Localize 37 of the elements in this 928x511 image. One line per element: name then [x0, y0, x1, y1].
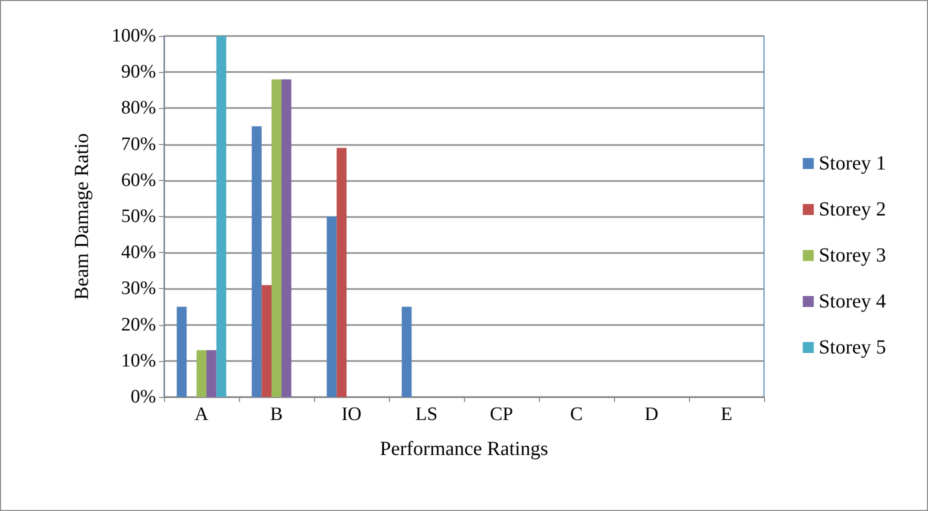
- bar: [252, 126, 262, 397]
- y-axis-title: Beam Damage Ratio: [71, 133, 93, 300]
- x-tick-label: C: [570, 404, 583, 425]
- bar: [336, 148, 347, 397]
- bar: [216, 36, 226, 397]
- y-tick-label: 0%: [130, 386, 156, 408]
- y-tick-label: 50%: [121, 206, 156, 227]
- x-tick-label: E: [720, 404, 732, 425]
- x-tick-label: A: [194, 404, 209, 425]
- x-tick-label: B: [270, 404, 283, 425]
- y-tick-label: 90%: [121, 62, 156, 83]
- bar: [196, 350, 206, 397]
- y-tick-label: 10%: [121, 350, 156, 372]
- legend-label: Storey 5: [818, 336, 886, 358]
- y-tick-label: 30%: [121, 278, 156, 300]
- bar: [272, 79, 282, 397]
- x-tick-label: LS: [415, 404, 438, 425]
- legend-label: Storey 3: [818, 244, 886, 266]
- legend-label: Storey 4: [818, 290, 886, 312]
- y-tick-label: 70%: [121, 134, 156, 155]
- bar: [176, 306, 187, 397]
- x-tick-label: IO: [341, 404, 362, 425]
- bar: [262, 285, 272, 397]
- x-tick-label: D: [644, 404, 658, 425]
- x-axis-title: Performance Ratings: [380, 438, 548, 460]
- y-tick-label: 100%: [112, 26, 156, 46]
- bar: [206, 350, 216, 397]
- y-tick-label: 80%: [121, 98, 156, 119]
- y-tick-label: 40%: [121, 242, 156, 264]
- x-tick-label: CP: [490, 404, 514, 425]
- legend-label: Storey 2: [818, 198, 886, 220]
- bar: [326, 216, 337, 397]
- bar: [402, 306, 412, 397]
- y-tick-label: 20%: [121, 314, 156, 336]
- y-tick-label: 60%: [121, 170, 156, 191]
- bar: [281, 79, 292, 397]
- legend-label: Storey 1: [818, 152, 886, 174]
